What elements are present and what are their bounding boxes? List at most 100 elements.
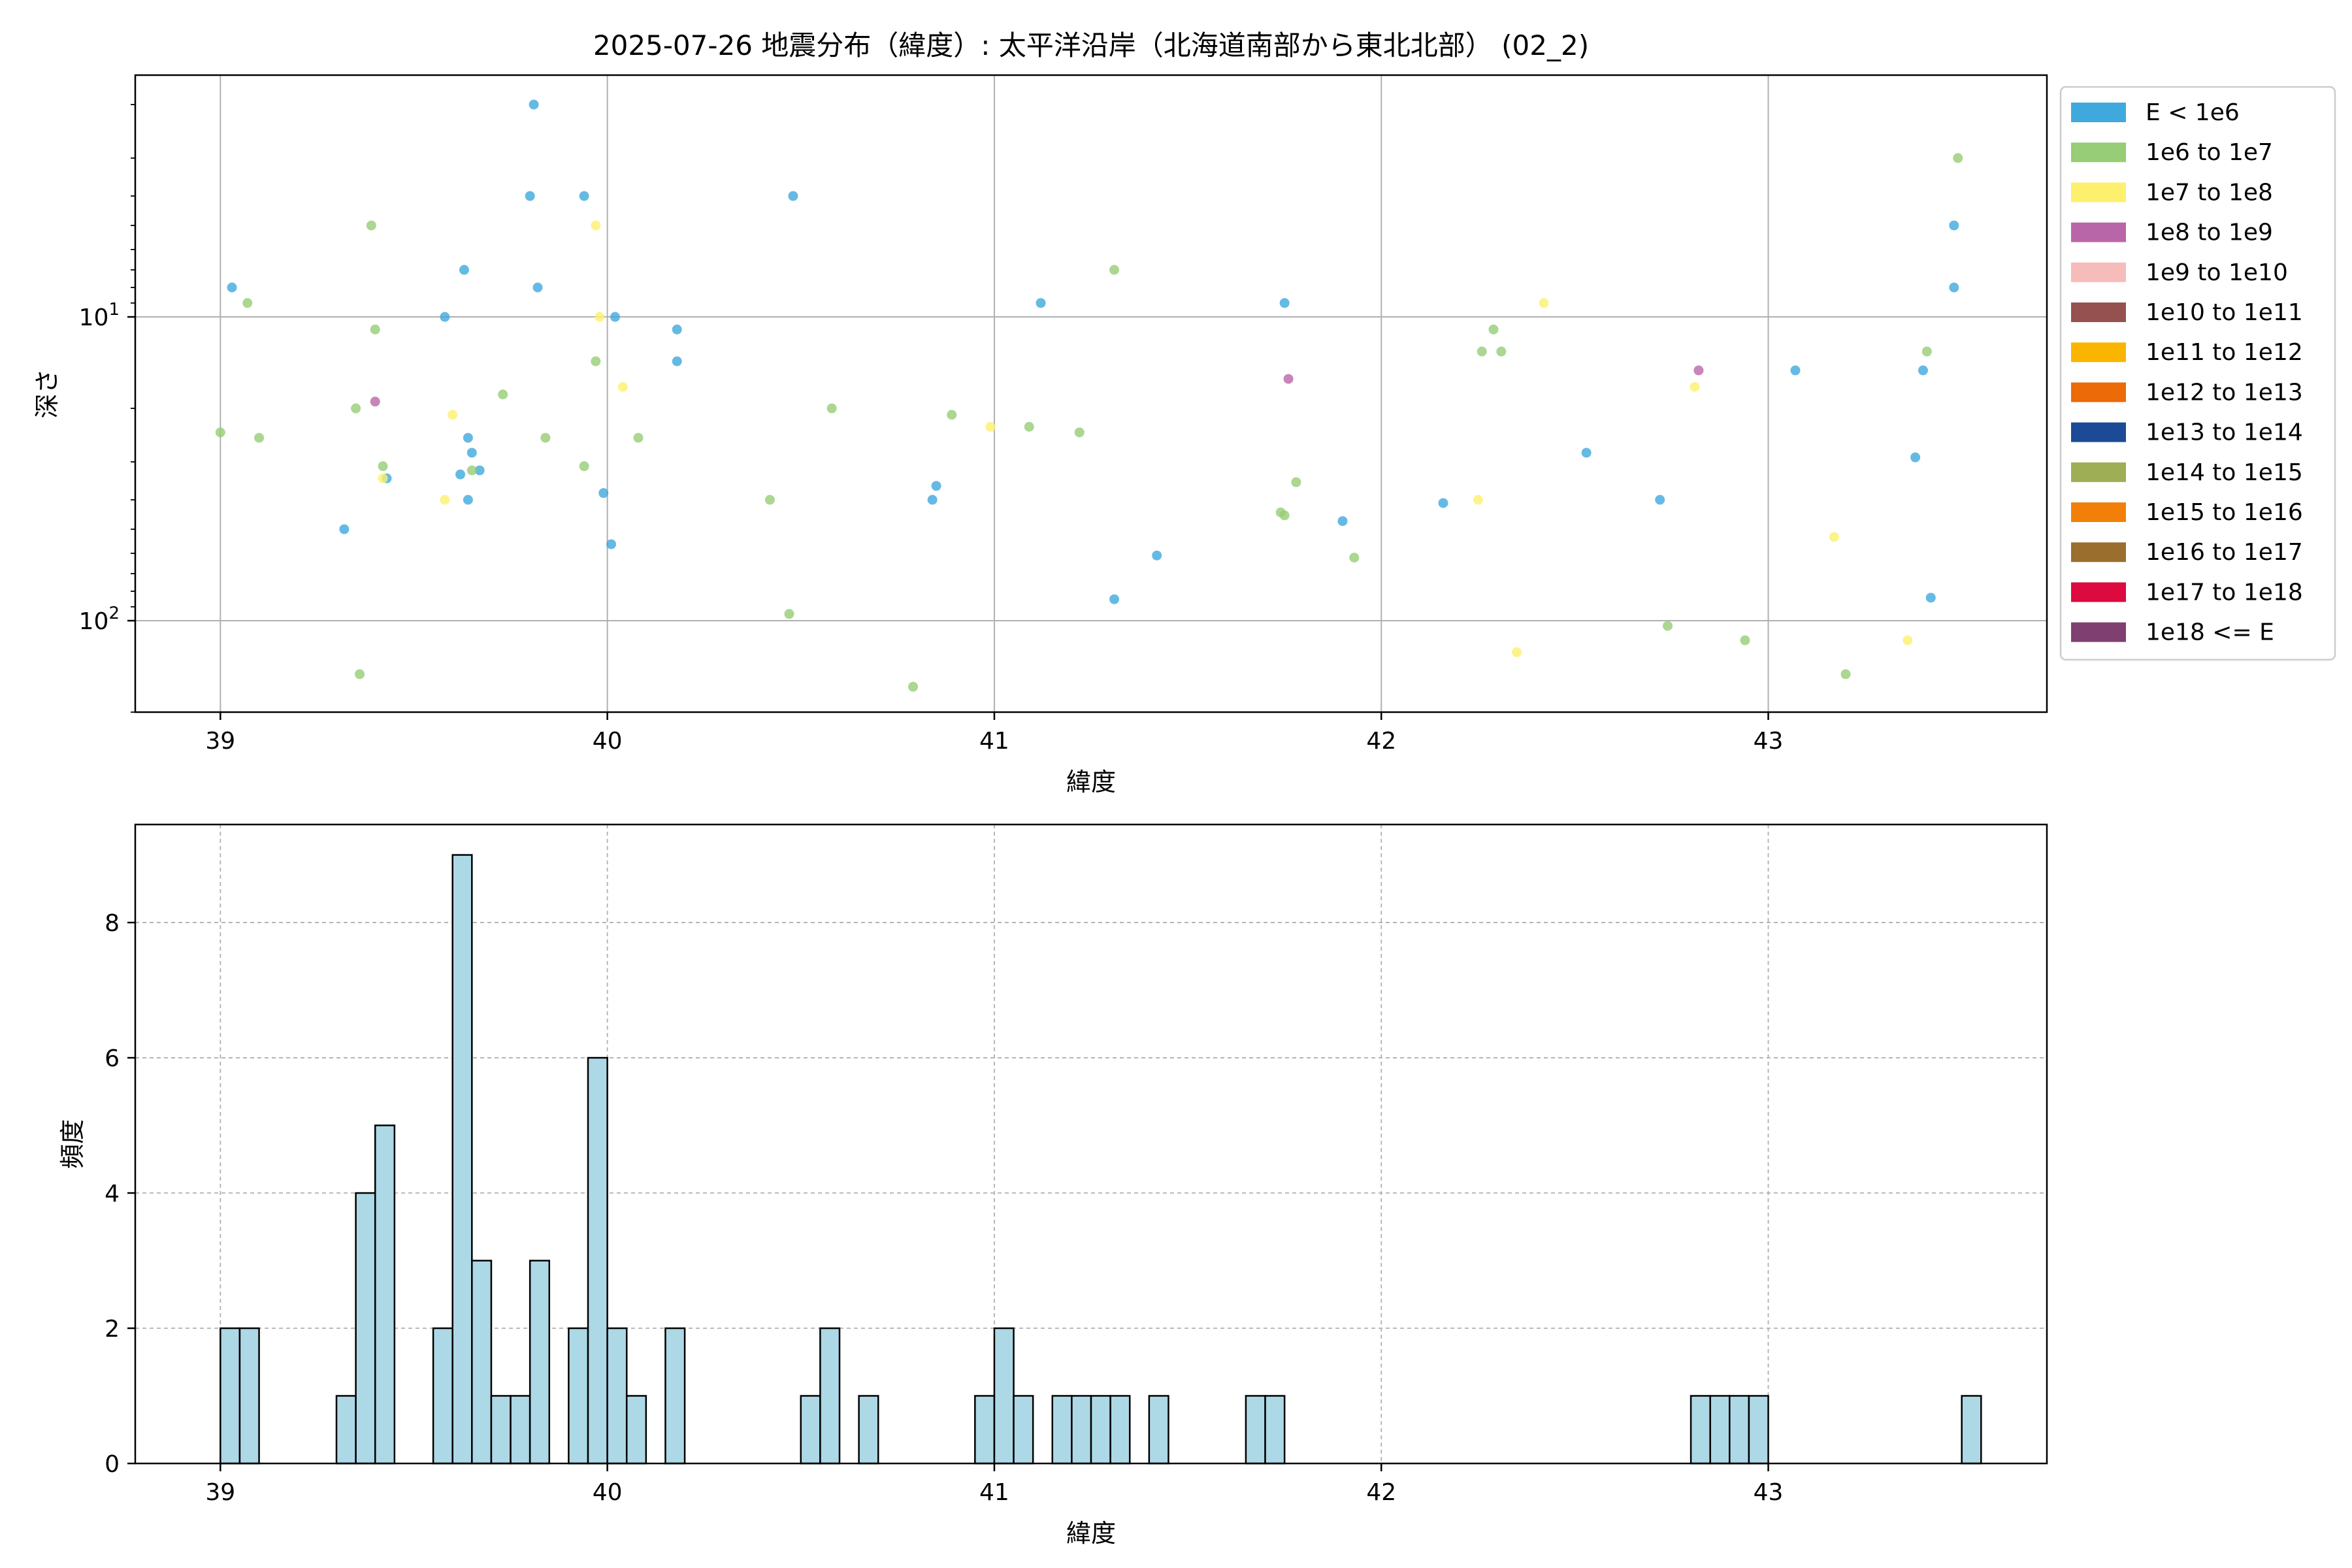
scatter-point xyxy=(1790,365,1801,376)
scatter-point xyxy=(339,524,350,534)
scatter-point xyxy=(788,191,798,201)
scatter-point xyxy=(595,312,605,322)
histogram-bar xyxy=(819,1327,841,1465)
histogram-bar xyxy=(1709,1395,1731,1465)
histogram-bar xyxy=(568,1327,589,1465)
scatter-point xyxy=(378,473,388,483)
histogram-bar xyxy=(490,1395,512,1465)
scatter-point xyxy=(459,265,469,275)
scatter-point xyxy=(579,461,589,472)
scatter-point xyxy=(1109,594,1120,604)
legend-label: 1e12 to 1e13 xyxy=(2146,379,2303,406)
scatter-point xyxy=(466,465,477,476)
scatter-point xyxy=(1953,153,1963,163)
legend-swatch xyxy=(2071,382,2126,402)
histogram-bar xyxy=(1690,1395,1711,1465)
histogram-bar xyxy=(664,1327,686,1465)
scatter-point xyxy=(1693,365,1704,376)
scatter-point xyxy=(985,421,996,432)
histogram-bar xyxy=(1961,1395,1982,1465)
figure-title: 2025-07-26 地震分布（緯度）: 太平洋沿岸（北海道南部から東北北部） … xyxy=(593,29,1589,61)
legend-label: 1e11 to 1e12 xyxy=(2146,339,2303,366)
scatter-point xyxy=(1949,282,1959,293)
scatter-panel: 39 40 41 42 43 101 102 緯度 深さ xyxy=(33,74,2048,796)
legend-swatch xyxy=(2071,262,2126,282)
scatter-point xyxy=(215,427,225,438)
legend-label: 1e6 to 1e7 xyxy=(2146,139,2273,166)
scatter-point xyxy=(1496,346,1507,357)
histogram-bar xyxy=(1013,1395,1034,1465)
histogram-bar xyxy=(374,1124,396,1465)
scatter-point xyxy=(908,681,919,692)
scatter-x-tick-label: 43 xyxy=(1754,728,1784,755)
scatter-x-tick-label: 41 xyxy=(979,728,1009,755)
legend-label: 1e18 <= E xyxy=(2146,619,2274,646)
scatter-point xyxy=(1539,298,1549,308)
scatter-point xyxy=(1740,635,1750,645)
scatter-point xyxy=(455,469,466,480)
scatter-point xyxy=(242,298,253,308)
histogram-bar xyxy=(1245,1395,1266,1465)
histogram-bar xyxy=(1090,1395,1111,1465)
scatter-x-tick-label: 42 xyxy=(1366,728,1396,755)
scatter-point xyxy=(227,282,237,293)
scatter-point xyxy=(1655,495,1665,505)
scatter-point xyxy=(532,282,543,293)
scatter-point xyxy=(1918,365,1928,376)
histogram-y-label: 頻度 xyxy=(58,1119,87,1169)
legend-swatch xyxy=(2071,103,2126,122)
scatter-point xyxy=(617,382,628,392)
scatter-point xyxy=(1477,346,1487,357)
legend-swatch xyxy=(2071,622,2126,642)
legend-label: 1e16 to 1e17 xyxy=(2146,539,2303,566)
scatter-point xyxy=(254,433,265,443)
scatter-x-tick-label: 39 xyxy=(205,728,235,755)
hist-y-tick-label: 0 xyxy=(105,1451,120,1478)
scatter-point xyxy=(927,495,938,505)
scatter-point xyxy=(370,397,380,407)
scatter-point xyxy=(1921,346,1932,357)
histogram-bar xyxy=(220,1327,241,1465)
scatter-point xyxy=(529,99,539,110)
scatter-point xyxy=(1903,635,1913,645)
histogram-bar xyxy=(529,1260,551,1465)
histogram-bar xyxy=(1109,1395,1131,1465)
scatter-point xyxy=(826,403,837,414)
hist-y-tick-label: 6 xyxy=(105,1045,120,1072)
legend-swatch xyxy=(2071,142,2126,163)
scatter-point xyxy=(672,324,682,335)
histogram-bar xyxy=(1051,1395,1073,1465)
legend-swatch xyxy=(2071,422,2126,442)
scatter-point xyxy=(440,312,450,322)
scatter-point xyxy=(351,403,361,414)
scatter-point xyxy=(1829,532,1839,542)
scatter-frame xyxy=(134,74,2048,713)
scatter-point xyxy=(591,356,601,367)
scatter-point xyxy=(1581,448,1592,458)
histogram-bar xyxy=(355,1192,376,1465)
scatter-point xyxy=(1109,265,1120,275)
histogram-bar xyxy=(993,1327,1015,1465)
legend-swatch xyxy=(2071,342,2126,363)
legend-swatch xyxy=(2071,502,2126,522)
scatter-point xyxy=(1949,220,1959,231)
legend-box xyxy=(2059,86,2336,661)
scatter-point xyxy=(540,433,551,443)
scatter-point xyxy=(947,410,957,420)
legend-label: 1e8 to 1e9 xyxy=(2146,220,2273,246)
scatter-point xyxy=(1337,516,1348,527)
scatter-x-label: 緯度 xyxy=(1066,768,1116,796)
hist-y-tick-label: 2 xyxy=(105,1316,120,1343)
histogram-bar xyxy=(625,1395,647,1465)
scatter-point xyxy=(784,609,794,619)
scatter-point xyxy=(591,220,601,231)
scatter-point xyxy=(1438,498,1448,508)
histogram-bar xyxy=(1071,1395,1092,1465)
scatter-point xyxy=(931,481,941,491)
histogram-bar xyxy=(858,1395,879,1465)
legend-swatch xyxy=(2071,222,2126,242)
hist-x-tick-label: 41 xyxy=(979,1479,1009,1506)
scatter-point xyxy=(1473,495,1483,505)
